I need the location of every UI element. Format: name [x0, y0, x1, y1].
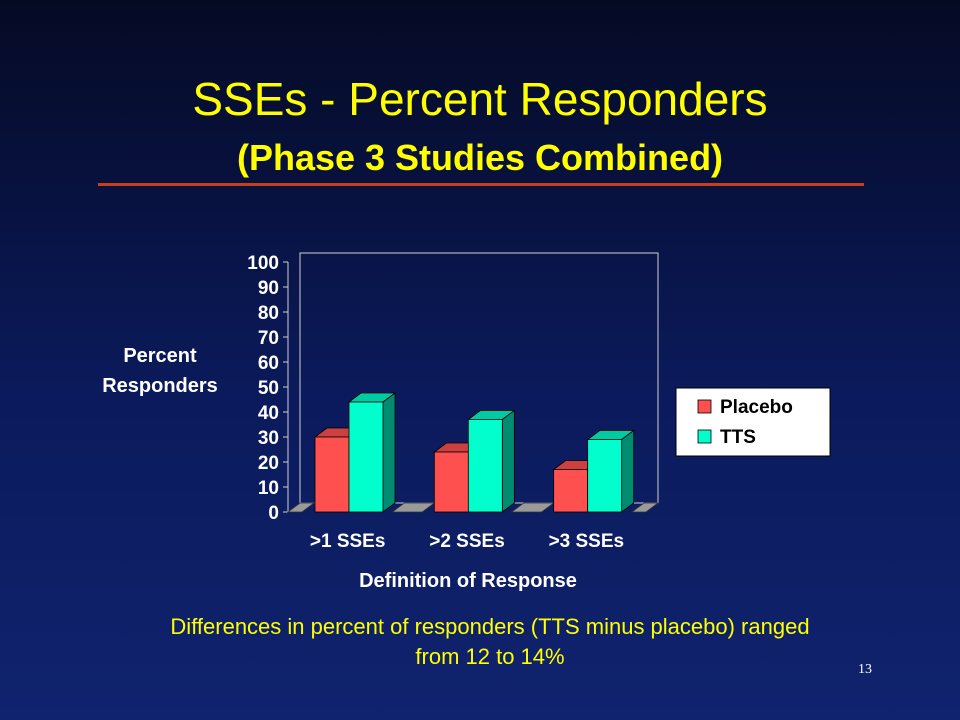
y-tick-label: 0: [268, 503, 279, 524]
title-divider: [98, 183, 864, 186]
legend-swatch-placebo: [697, 399, 712, 414]
x-axis-label: Definition of Response: [359, 570, 577, 592]
y-tick-label: 50: [258, 378, 279, 399]
bar-tts-2: [467, 409, 516, 513]
bar-side-face: [501, 409, 515, 513]
floor-slab: [286, 502, 316, 513]
bar-front-face: [467, 419, 503, 513]
legend-box: [675, 387, 831, 457]
y-tick-label: 90: [258, 278, 279, 299]
y-axis-label-line2: Responders: [102, 375, 218, 397]
x-tick-label: >1 SSEs: [310, 531, 386, 552]
y-tick-label: 10: [258, 478, 279, 499]
bar-side-face: [382, 392, 396, 513]
x-tick-label: >2 SSEs: [429, 531, 505, 552]
legend-label-placebo: Placebo: [720, 397, 793, 418]
footnote: Differences in percent of responders (TT…: [170, 614, 810, 669]
y-tick-label: 30: [258, 428, 279, 449]
bar-tts-1: [347, 392, 397, 513]
slide-subtitle: (Phase 3 Studies Combined): [236, 137, 724, 178]
legend-swatch-tts: [697, 429, 712, 444]
y-tick-label: 100: [247, 253, 279, 274]
page-number: 13: [858, 662, 872, 677]
bar-front-face: [587, 439, 623, 513]
bar-side-face: [621, 429, 635, 513]
slide-title: SSEs - Percent Responders: [192, 73, 768, 125]
x-tick-label: >3 SSEs: [549, 531, 625, 552]
y-tick-label: 80: [258, 303, 279, 324]
bar-front-face: [553, 469, 589, 513]
bar-front-face: [433, 451, 469, 513]
y-tick-label: 20: [258, 453, 279, 474]
floor-slab: [630, 502, 660, 513]
bar-tts-3: [586, 429, 635, 513]
y-tick-label: 60: [258, 353, 279, 374]
y-axis-label-line1: Percent: [123, 345, 197, 367]
bar-front-face: [348, 401, 384, 513]
y-tick-label: 70: [258, 328, 279, 349]
chart-legend: Placebo TTS: [675, 387, 831, 457]
floor-slab: [510, 502, 555, 513]
bar-front-face: [314, 436, 350, 513]
legend-label-tts: TTS: [720, 427, 756, 448]
y-tick-label: 40: [258, 403, 279, 424]
bar-chart: 0 10 20 30 40 50 60 70 80 90 100 >1 SSEs >2 SSEs >3 …: [102, 252, 831, 592]
floor-slab: [391, 502, 436, 513]
